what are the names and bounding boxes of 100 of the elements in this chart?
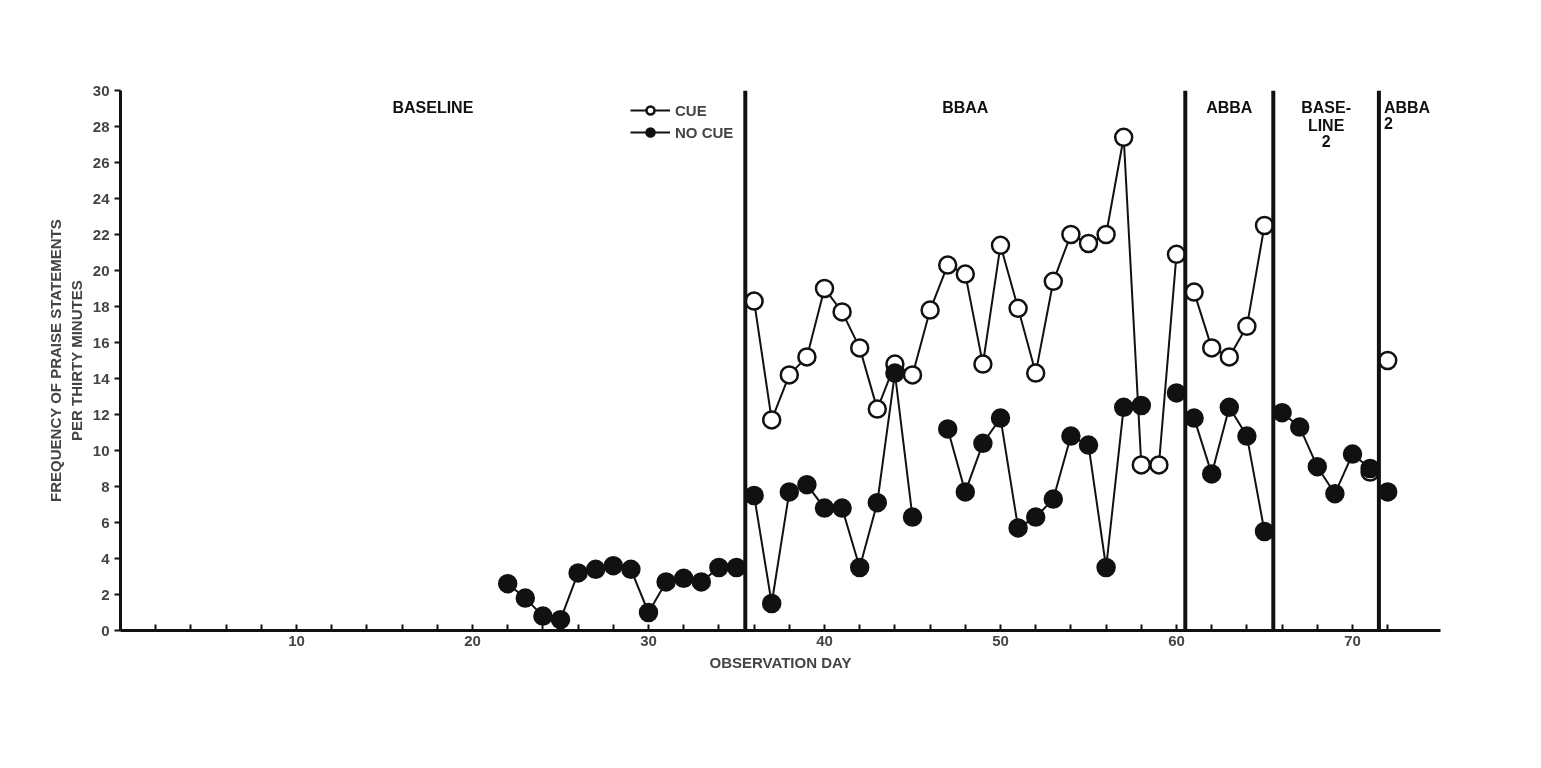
point (832, 302, 852, 322)
point (1289, 417, 1310, 437)
point (1078, 233, 1099, 254)
point (550, 609, 571, 630)
y-tick-label: 14 (92, 369, 111, 387)
y-tick-label: 12 (92, 405, 110, 423)
point (1237, 316, 1257, 337)
point (832, 498, 852, 518)
x-tick-label: 70 (1344, 631, 1361, 649)
point (1325, 483, 1345, 504)
point (673, 568, 694, 589)
point (797, 347, 817, 367)
x-tick-label: 30 (640, 631, 657, 649)
y-tick-label: 22 (92, 225, 110, 243)
point (1061, 426, 1081, 446)
point (744, 485, 764, 506)
point (797, 474, 817, 495)
point (937, 255, 958, 275)
point (885, 363, 905, 383)
point (656, 572, 676, 592)
y-tick-label: 26 (92, 153, 110, 171)
point (814, 278, 835, 299)
point (515, 588, 536, 608)
point (973, 354, 993, 374)
y-tick-label: 30 (92, 81, 110, 99)
y-tick-label: 28 (92, 117, 110, 135)
point (1096, 224, 1116, 245)
annotation: BASELINE (392, 98, 474, 116)
point (1025, 363, 1046, 383)
point (937, 419, 958, 439)
y-tick-label: 18 (92, 297, 110, 315)
y-tick-label: 10 (92, 441, 110, 459)
point (1113, 127, 1134, 148)
point (1113, 397, 1134, 418)
point (1043, 489, 1064, 509)
point (1043, 271, 1064, 292)
point (1131, 455, 1152, 475)
point (1237, 426, 1257, 446)
point (744, 291, 764, 311)
point (990, 235, 1011, 256)
legend-label: CUE (675, 101, 707, 119)
point (497, 573, 518, 594)
y-axis-title: FREQUENCY OF PRAISE STATEMENTS PER THIRTY MINUTES (47, 219, 85, 502)
point (955, 482, 976, 502)
point (761, 593, 782, 614)
y-tick-label: 6 (101, 513, 110, 531)
x-tick-label: 10 (288, 631, 305, 649)
point (902, 507, 923, 527)
point (1096, 557, 1116, 578)
y-tick-label: 0 (101, 621, 110, 639)
point (814, 498, 835, 518)
x-tick-label: 40 (816, 631, 833, 649)
point (779, 365, 800, 385)
point (902, 365, 923, 385)
y-tick-label: 16 (92, 333, 110, 351)
y-tick-label: 8 (101, 477, 110, 495)
point (1008, 518, 1028, 538)
point (1149, 455, 1169, 475)
point (585, 559, 606, 580)
point (761, 410, 782, 430)
point (1184, 282, 1204, 302)
point (603, 555, 624, 576)
point (867, 492, 888, 513)
point (533, 606, 553, 626)
point (1184, 408, 1204, 428)
point (779, 482, 800, 502)
annotation: BASE- LINE 2 (1301, 98, 1351, 150)
y-tick-label: 4 (101, 549, 111, 567)
annotation: BBAA (942, 98, 989, 116)
point (1025, 507, 1046, 527)
point (621, 559, 641, 580)
point (1307, 456, 1328, 477)
point (1008, 298, 1028, 319)
point (1201, 338, 1222, 358)
point (1131, 395, 1152, 416)
point (1201, 464, 1222, 484)
point (691, 572, 712, 592)
annotation: ABBA 2 (1383, 98, 1431, 132)
point (1078, 435, 1099, 455)
point (990, 408, 1011, 428)
point (973, 433, 993, 454)
point (955, 264, 976, 284)
point (1061, 224, 1081, 245)
point (709, 557, 729, 578)
point (849, 338, 870, 358)
point (568, 563, 588, 583)
y-tick-label: 24 (92, 189, 111, 207)
legend-label: NO CUE (675, 123, 734, 141)
x-axis-title: OBSERVATION DAY (709, 653, 852, 671)
y-tick-label: 20 (92, 261, 110, 279)
point (849, 557, 870, 578)
annotation: ABBA (1206, 98, 1253, 116)
point (638, 602, 659, 623)
point (1342, 444, 1363, 464)
x-tick-label: 60 (1168, 631, 1185, 649)
point (1272, 402, 1292, 423)
x-tick-label: 50 (992, 631, 1009, 649)
point (867, 399, 888, 419)
x-tick-label: 20 (464, 631, 481, 649)
point (1219, 347, 1240, 367)
